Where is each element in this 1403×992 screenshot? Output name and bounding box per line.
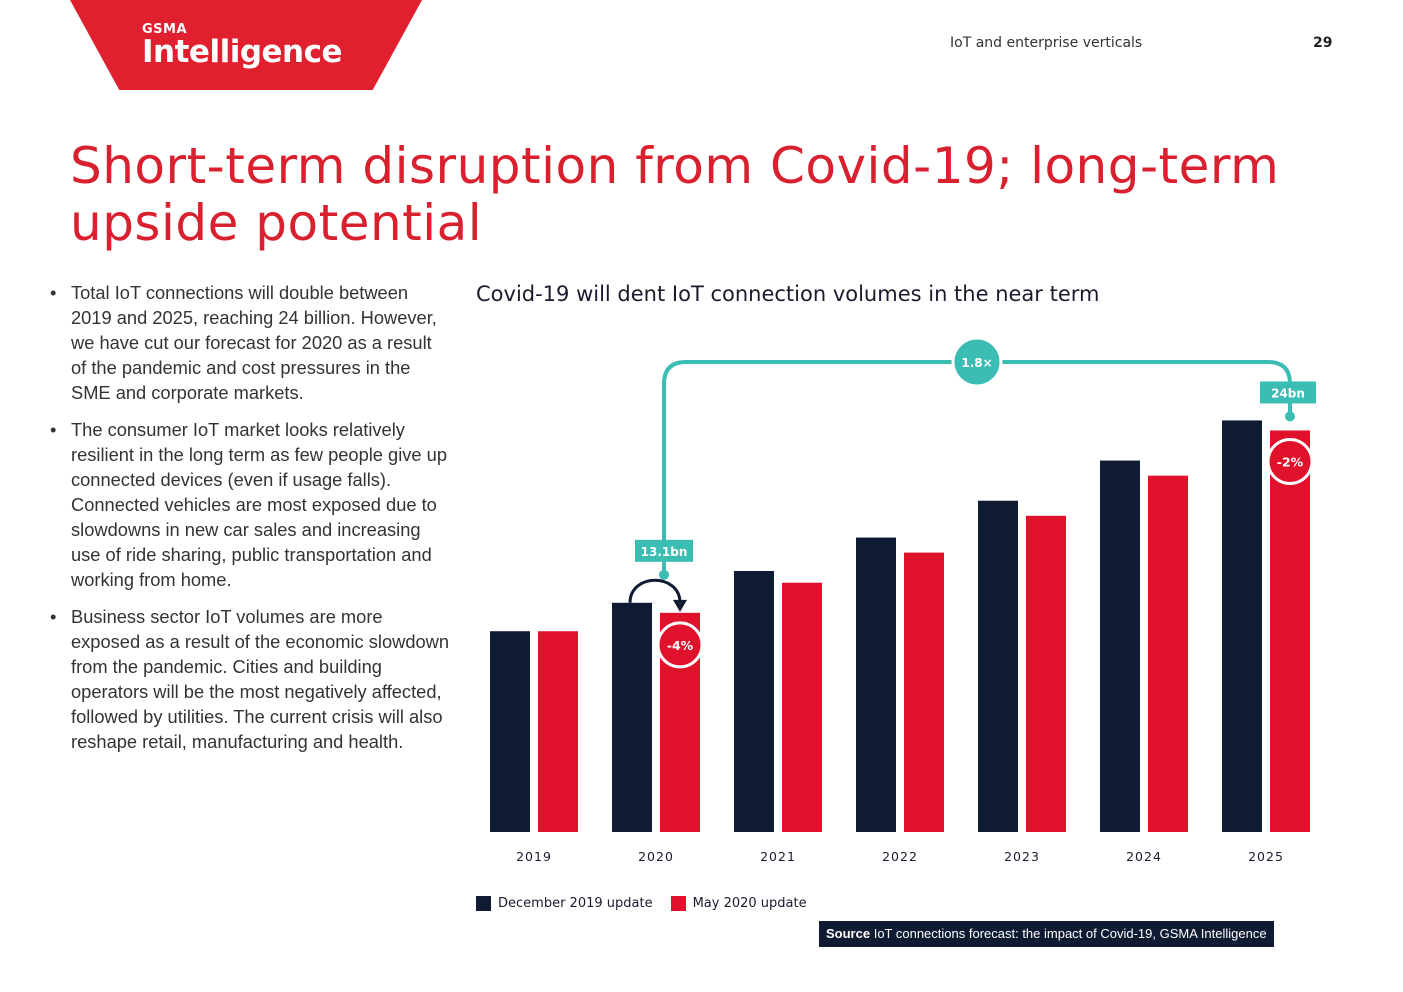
bar-may-2025 bbox=[1270, 430, 1310, 832]
source-text: IoT connections forecast: the impact of … bbox=[873, 926, 1267, 941]
bar-december-2025 bbox=[1222, 420, 1262, 832]
bullet-text: Total IoT connections will double betwee… bbox=[71, 282, 437, 403]
x-tick-label-2022: 2022 bbox=[882, 849, 918, 864]
legend-swatch-may bbox=[670, 896, 686, 911]
legend-swatch-december bbox=[476, 896, 491, 911]
bullet-dot-icon: • bbox=[50, 419, 57, 440]
value-tag-2025: 24bn bbox=[1271, 386, 1305, 400]
page-title-line-1: Short-term disruption from Covid-19; lon… bbox=[70, 137, 1280, 195]
bar-december-2021 bbox=[734, 571, 774, 832]
bar-december-2023 bbox=[978, 500, 1018, 832]
multiplier-bubble bbox=[951, 336, 1003, 388]
bar-december-2024 bbox=[1100, 460, 1140, 832]
x-tick-label-2024: 2024 bbox=[1126, 849, 1162, 864]
source-note: Source IoT connections forecast: the imp… bbox=[819, 921, 1274, 947]
change-badge-2020: -4% bbox=[667, 638, 694, 653]
iot-connections-chart: 2019 2020 2021 2022 2023 2024 2025 1.8× 13.1bn 24… bbox=[490, 336, 1316, 864]
value-tag-2020: 13.1bn bbox=[641, 545, 688, 559]
chart-legend: December 2019 update May 2020 update bbox=[476, 896, 807, 911]
legend-item-december: December 2019 update bbox=[476, 896, 653, 911]
bullet-list: • Total IoT connections will double betwe… bbox=[50, 280, 450, 766]
section-label: IoT and enterprise verticals bbox=[950, 35, 1143, 51]
legend-item-may: May 2020 update bbox=[670, 896, 807, 911]
x-tick-label-2025: 2025 bbox=[1248, 849, 1284, 864]
page-number: 29 bbox=[1313, 35, 1333, 51]
bullet-text: The consumer IoT market looks relatively… bbox=[71, 419, 447, 590]
bar-may-2023 bbox=[1026, 515, 1066, 832]
page-title-line-2: upside potential bbox=[70, 194, 483, 252]
logo-intelligence-text: Intelligence bbox=[142, 34, 343, 70]
logo-gsma-text: GSMA bbox=[142, 22, 188, 37]
x-tick-label-2020: 2020 bbox=[638, 849, 674, 864]
bar-december-2019 bbox=[490, 631, 530, 832]
bar-december-2022 bbox=[856, 537, 896, 832]
change-arrow-2020 bbox=[628, 578, 682, 603]
logo-banner bbox=[70, 0, 422, 90]
bar-may-2021 bbox=[782, 582, 822, 832]
bullet-dot-icon: • bbox=[50, 606, 57, 627]
connector-dot-2020 bbox=[659, 569, 669, 580]
change-arrowhead-2020 bbox=[673, 599, 687, 612]
legend-label-may: May 2020 update bbox=[692, 896, 807, 911]
bullet-text: Business sector IoT volumes are more exp… bbox=[71, 606, 450, 752]
source-label: Source bbox=[826, 926, 871, 941]
bullet-item: • Total IoT connections will double betwe… bbox=[50, 280, 450, 405]
bar-may-2022 bbox=[904, 552, 944, 832]
chart-title: Covid-19 will dent IoT connection volume… bbox=[476, 282, 1100, 306]
bar-may-2024 bbox=[1148, 475, 1188, 832]
bullet-item: • Business sector IoT volumes are more ex… bbox=[50, 604, 450, 754]
value-tag-2025-bg bbox=[1260, 381, 1316, 404]
x-tick-label-2023: 2023 bbox=[1004, 849, 1040, 864]
legend-label-december: December 2019 update bbox=[498, 896, 653, 911]
bullet-item: • The consumer IoT market looks relativel… bbox=[50, 417, 450, 592]
multiplier-label: 1.8× bbox=[961, 356, 992, 370]
connector-dot-2025 bbox=[1285, 411, 1295, 422]
value-tag-2020-bg bbox=[635, 539, 693, 562]
page-title: Short-term disruption from Covid-19; lon… bbox=[70, 138, 1330, 252]
x-tick-label-2019: 2019 bbox=[516, 849, 552, 864]
change-badge-2025: -2% bbox=[1277, 454, 1304, 469]
bar-may-2019 bbox=[538, 631, 578, 832]
change-badge-2020-bg bbox=[656, 621, 704, 669]
change-badge-2025-bg bbox=[1266, 437, 1314, 485]
growth-connector-line bbox=[662, 360, 1292, 575]
bullet-dot-icon: • bbox=[50, 282, 57, 303]
bar-december-2020 bbox=[612, 602, 652, 832]
x-tick-label-2021: 2021 bbox=[760, 849, 796, 864]
